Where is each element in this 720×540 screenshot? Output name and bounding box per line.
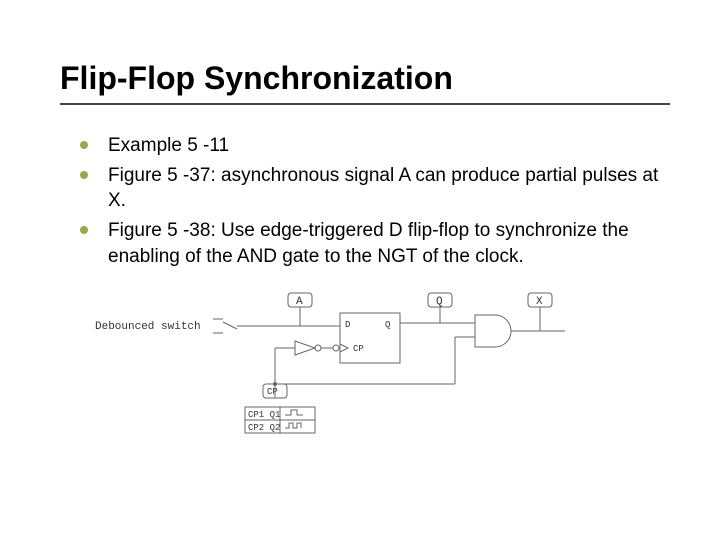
bullet-list: Example 5 -11 Figure 5 -37: asynchronous…: [60, 133, 670, 269]
switch-label: Debounced switch: [95, 321, 201, 333]
circuit-diagram: Debounced switch A D Q CP: [60, 289, 670, 439]
label-q: Q: [436, 296, 443, 308]
ff-cp: CP: [353, 344, 364, 354]
label-a: A: [296, 296, 303, 308]
ff-q: Q: [385, 320, 390, 330]
bullet-item: Figure 5 -38: Use edge-triggered D flip-…: [80, 218, 670, 269]
slide: Flip-Flop Synchronization Example 5 -11 …: [0, 0, 720, 540]
ff-d: D: [345, 320, 350, 330]
slide-title: Flip-Flop Synchronization: [60, 60, 670, 105]
bullet-item: Example 5 -11: [80, 133, 670, 159]
circuit-svg: Debounced switch A D Q CP: [95, 289, 635, 439]
timing-row1: CP1 Q1: [248, 410, 280, 420]
label-x: X: [536, 296, 543, 308]
timing-row2: CP2 Q2: [248, 423, 280, 433]
bullet-item: Figure 5 -37: asynchronous signal A can …: [80, 163, 670, 214]
label-cp: CP: [267, 387, 278, 397]
